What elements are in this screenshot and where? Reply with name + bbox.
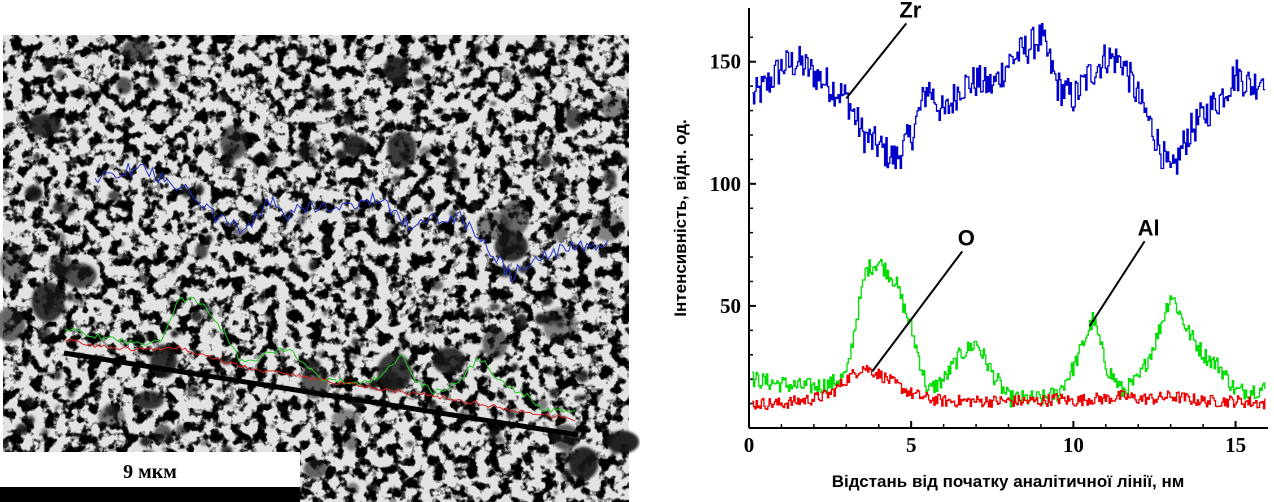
scale-bar-label-box xyxy=(0,452,300,487)
intensity-profile-chart: 0 5 10 15 50 100 150 Zr O Al Інтенсивність, відн.… xyxy=(671,0,1268,491)
y-tick-label: 100 xyxy=(710,172,742,196)
x-tick-label: 10 xyxy=(1063,433,1084,457)
x-tick-label: 15 xyxy=(1225,433,1246,457)
series-line-o xyxy=(752,365,1266,411)
x-tick-label: 0 xyxy=(744,433,755,457)
y-tick-label: 50 xyxy=(720,294,741,318)
annotation-label-al: Al xyxy=(1138,215,1160,240)
series-line-al xyxy=(752,258,1266,408)
x-tick-label: 5 xyxy=(906,433,917,457)
chart-marks: 0 5 10 15 50 100 150 Zr O Al xyxy=(710,0,1266,457)
annotation-leader-zr xyxy=(845,22,908,99)
annotation-label-zr: Zr xyxy=(899,0,921,22)
scale-bar-label: 9 мкм xyxy=(123,461,177,483)
annotation-leader-al xyxy=(1088,240,1146,327)
sem-micrograph: 9 мкм xyxy=(0,35,640,502)
y-axis-title: Інтенсивність, відн. од. xyxy=(671,119,690,316)
zr-overlay-profile xyxy=(94,162,609,284)
o-overlay-profile xyxy=(64,338,576,422)
x-axis-title: Відстань від початку аналітичної лінії, … xyxy=(832,472,1185,491)
annotation-leader-o xyxy=(871,250,964,372)
y-tick-label: 150 xyxy=(710,50,742,74)
scale-bar xyxy=(0,487,300,502)
series-line-zr xyxy=(752,23,1266,175)
annotation-label-o: O xyxy=(958,225,975,250)
analysis-scan-line xyxy=(63,350,579,438)
